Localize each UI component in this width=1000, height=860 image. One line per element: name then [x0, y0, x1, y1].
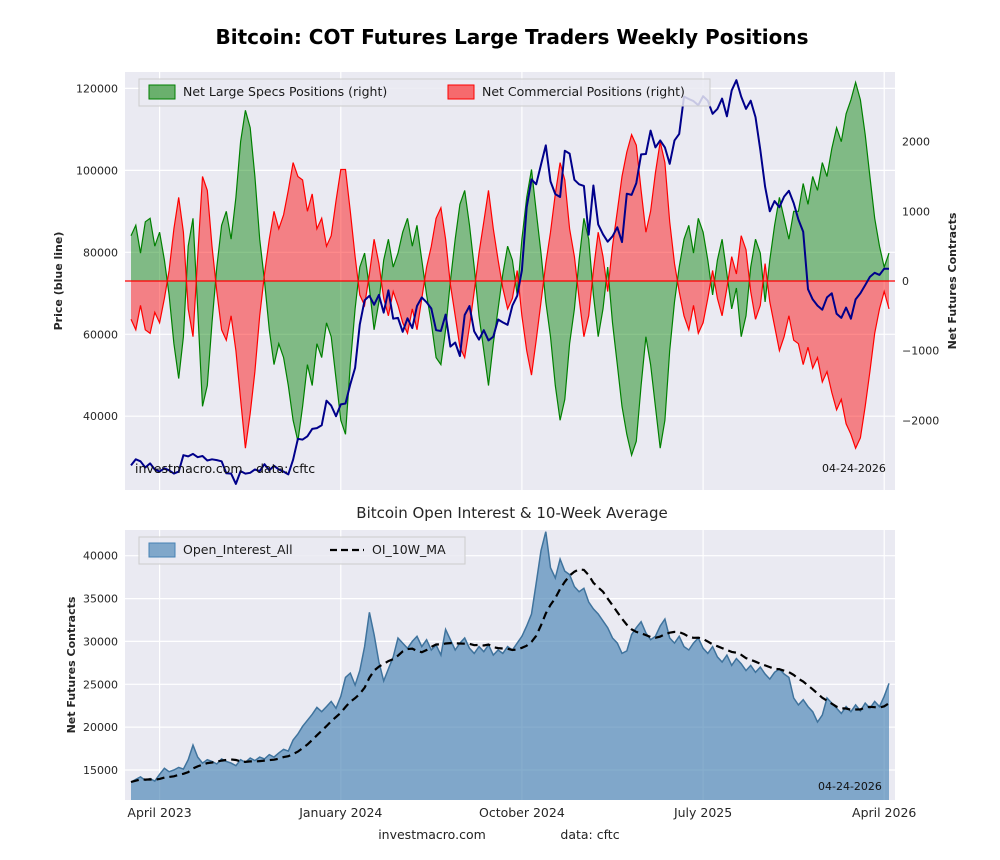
- x-axis-tick: April 2023: [127, 805, 191, 820]
- open-interest-title: Bitcoin Open Interest & 10-Week Average: [356, 504, 667, 522]
- report-date-annotation: 04-24-2026: [822, 462, 886, 475]
- price-line: [130, 79, 889, 485]
- footer-source: investmacro.com: [378, 827, 486, 842]
- source-annotation: investmacro.com: [135, 461, 243, 476]
- right-axis-tick: −1000: [902, 345, 939, 358]
- left-axis-label: Price (blue line): [52, 232, 65, 331]
- x-axis-tick: October 2024: [479, 805, 565, 820]
- oi-y-axis-tick: 15000: [83, 764, 118, 777]
- oi-y-axis-tick: 35000: [83, 593, 118, 606]
- report-date-annotation: 04-24-2026: [818, 780, 882, 793]
- oi-y-axis-tick: 20000: [83, 721, 118, 734]
- cot-tick-labels: 40000 60000 80000 100000 120000 −2000 −1000 0 10…: [76, 82, 939, 427]
- right-axis-tick: −2000: [902, 414, 939, 427]
- left-axis-tick: 60000: [83, 328, 118, 341]
- cot-legend: Net Large Specs Positions (right) Net Co…: [138, 78, 711, 107]
- specs-legend-label: Net Large Specs Positions (right): [183, 84, 387, 99]
- cot-series: [125, 79, 895, 485]
- right-axis-tick: 2000: [902, 136, 930, 149]
- commercials-legend-label: Net Commercial Positions (right): [482, 84, 685, 99]
- right-axis-tick: 0: [902, 275, 909, 288]
- data-credit-annotation: data: cftc: [256, 461, 315, 476]
- open-interest-tick-labels: 15000 20000 25000 30000 35000 40000 April 2023…: [83, 550, 916, 820]
- oi-y-axis-label: Net Futures Contracts: [65, 596, 78, 733]
- net-large-specs-edge: [130, 80, 890, 458]
- net-commercials-edge: [130, 132, 890, 450]
- open-interest-plot: 15000 20000 25000 30000 35000 40000 April 2023…: [65, 530, 916, 820]
- left-axis-tick: 80000: [83, 246, 118, 259]
- open-interest-series: [130, 531, 890, 800]
- oi-legend: Open_Interest_All OI_10W_MA: [138, 536, 466, 565]
- left-axis-tick: 120000: [76, 82, 118, 95]
- oi-y-axis-tick: 25000: [83, 678, 118, 691]
- x-axis-tick: April 2026: [852, 805, 916, 820]
- oi-10w-ma-line: [130, 568, 890, 784]
- right-axis-label: Net Futures Contracts: [946, 212, 959, 349]
- oi-y-axis-tick: 30000: [83, 635, 118, 648]
- specs-legend-swatch: [148, 84, 176, 100]
- footer-data-credit: data: cftc: [560, 827, 619, 842]
- left-axis-tick: 40000: [83, 410, 118, 423]
- open-interest-legend-swatch: [148, 542, 176, 558]
- right-axis-tick: 1000: [902, 205, 930, 218]
- legend-frame: [138, 78, 711, 107]
- x-axis-tick: January 2024: [298, 805, 382, 820]
- open-interest-legend-label: Open_Interest_All: [183, 542, 293, 557]
- left-axis-tick: 100000: [76, 164, 118, 177]
- net-commercials-area: [131, 134, 889, 449]
- commercials-legend-swatch: [447, 84, 475, 100]
- net-large-specs-area: [131, 82, 889, 456]
- figure-title: Bitcoin: COT Futures Large Traders Weekl…: [215, 25, 808, 49]
- ma-legend-label: OI_10W_MA: [372, 542, 446, 557]
- cot-plot: 40000 60000 80000 100000 120000 −2000 −1000 0 10…: [52, 72, 959, 490]
- legend-frame: [138, 536, 466, 565]
- x-axis-tick: July 2025: [673, 805, 732, 820]
- oi-y-axis-tick: 40000: [83, 550, 118, 563]
